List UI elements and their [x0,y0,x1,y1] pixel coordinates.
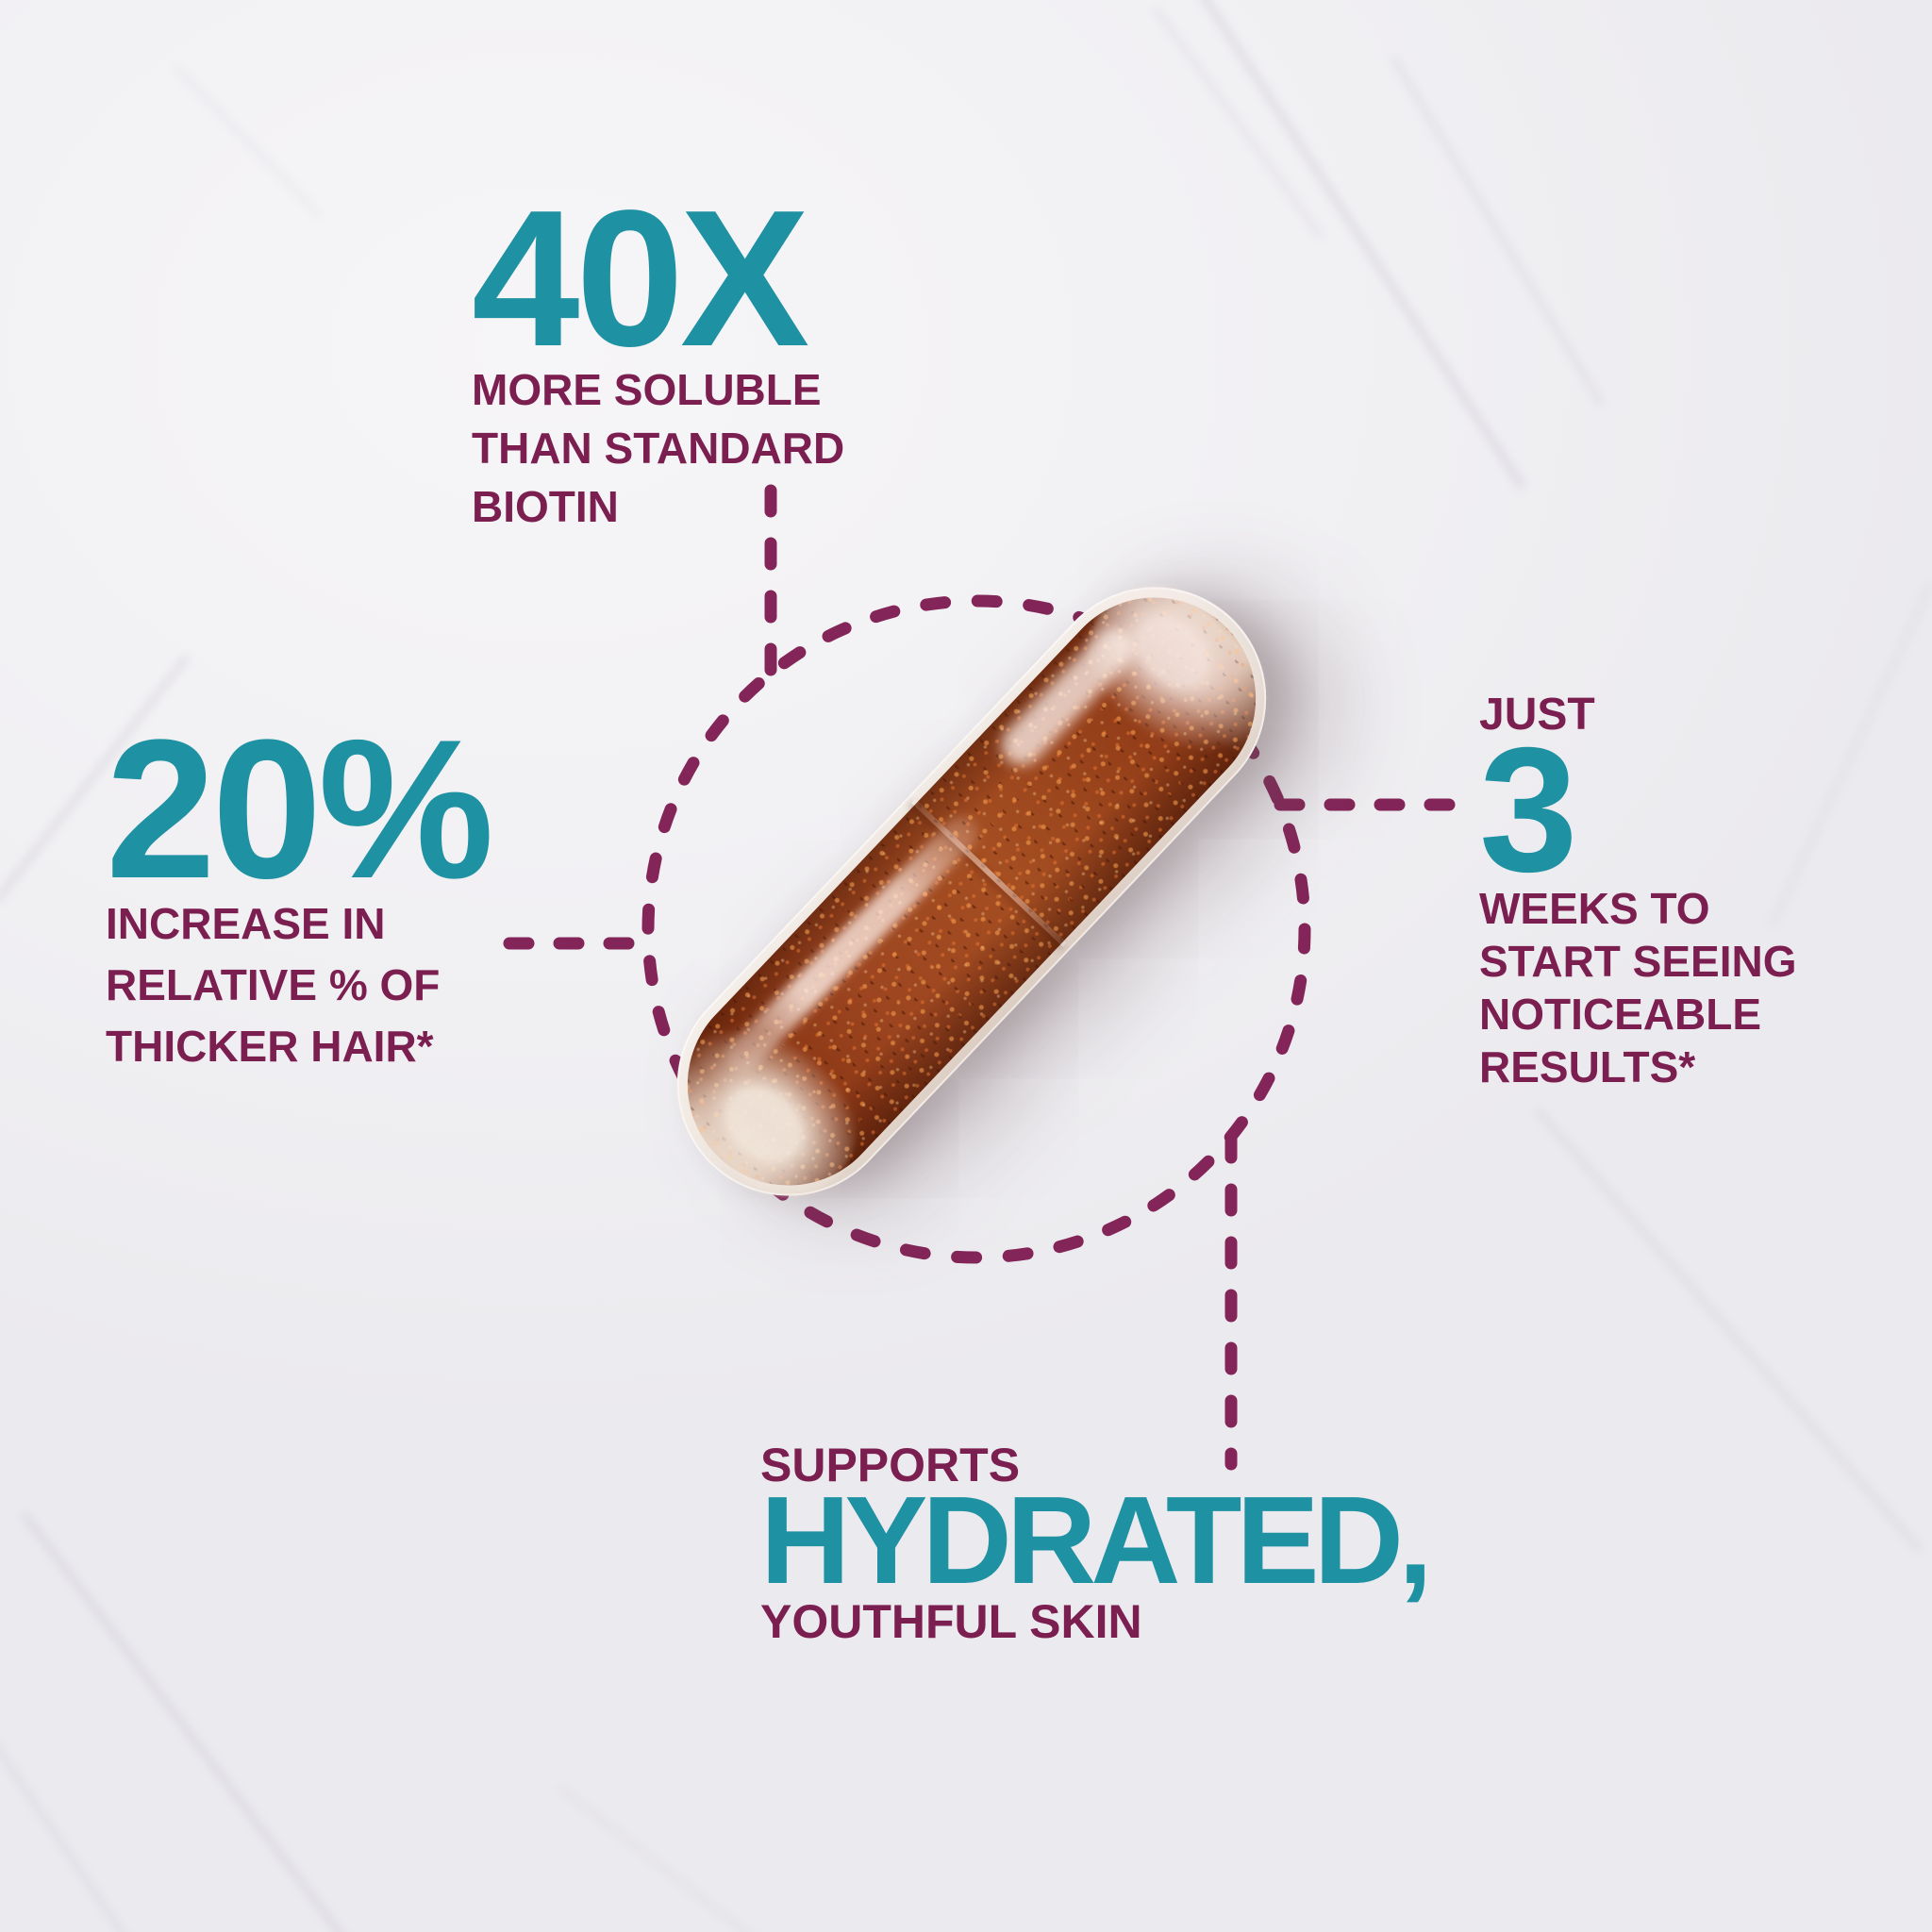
stat-value-soluble: 40X [472,170,809,387]
stat-caption-line: NOTICEABLE [1479,990,1761,1039]
stat-caption-line: WEEKS TO [1479,884,1710,933]
stat-caption-soluble: MORE SOLUBLE THAN STANDARD BIOTIN [472,360,844,536]
callout-weeks: JUST 3 WEEKS TO START SEEING NOTICEABLE … [1479,691,1797,1093]
stat-outro-skin: YOUTHFUL SKIN [760,1595,1142,1648]
dashed-circle [641,594,1311,1264]
stat-caption-line: THICKER HAIR* [106,1022,434,1071]
callout-hair: 20% INCREASE IN RELATIVE % OF THICKER HA… [106,698,494,1077]
stat-intro-weeks: JUST [1479,690,1595,740]
stat-caption-line: INCREASE IN [106,899,386,948]
stat-caption-line: RESULTS* [1479,1042,1696,1091]
stat-value-weeks: 3 [1479,710,1578,908]
stat-caption-line: START SEEING [1479,937,1797,986]
stat-value-hair: 20% [106,698,494,920]
stat-caption-line: BIOTIN [472,482,619,531]
callout-soluble: 40X MORE SOLUBLE THAN STANDARD BIOTIN [472,170,844,536]
stat-value-skin: HYDRATED, [760,1471,1433,1609]
stat-caption-line: THAN STANDARD [472,424,845,473]
stat-caption-weeks: WEEKS TO START SEEING NOTICEABLE RESULTS… [1479,882,1797,1093]
stat-caption-hair: INCREASE IN RELATIVE % OF THICKER HAIR* [106,893,491,1077]
stat-intro-skin: SUPPORTS [760,1439,1021,1491]
stat-caption-line: MORE SOLUBLE [472,365,822,414]
callout-skin: SUPPORTS HYDRATED, YOUTHFUL SKIN [760,1439,1433,1648]
stat-caption-line: RELATIVE % OF [106,960,441,1009]
